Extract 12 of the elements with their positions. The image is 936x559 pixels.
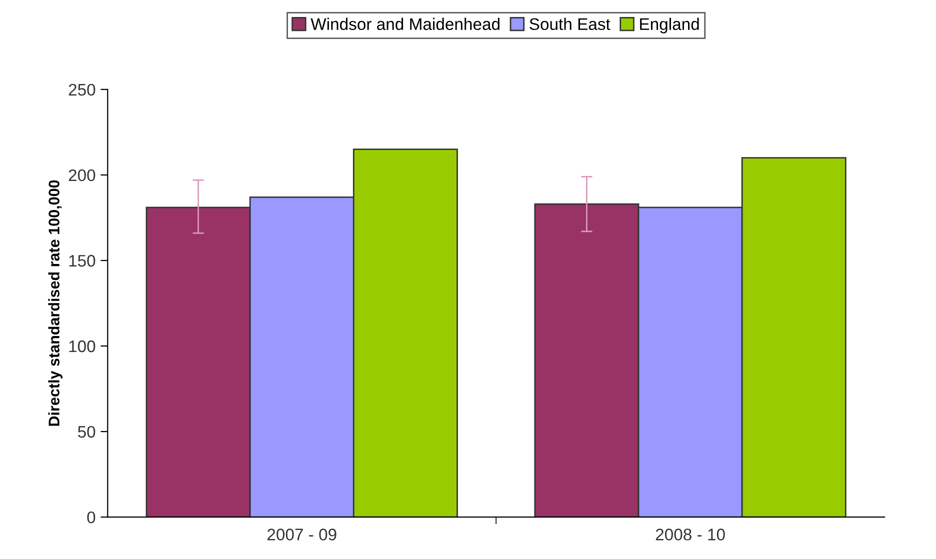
y-tick-label: 50 <box>78 426 96 438</box>
legend-label: Windsor and Maidenhead <box>310 18 500 30</box>
y-tick-label: 150 <box>69 254 96 267</box>
legend-label: England <box>640 18 699 34</box>
y-tick-label: 100 <box>69 340 96 352</box>
x-tick-label: 2007 - 09 <box>267 528 336 540</box>
y-axis-title: Directly standardised rate 100,000 <box>48 180 62 426</box>
y-tick-label: 200 <box>68 169 96 182</box>
legend-label: South East <box>530 18 610 30</box>
y-tick-label: 0 <box>87 511 96 524</box>
x-tick-label: 2008 - 10 <box>656 528 725 540</box>
y-tick-label: 250 <box>68 84 96 96</box>
